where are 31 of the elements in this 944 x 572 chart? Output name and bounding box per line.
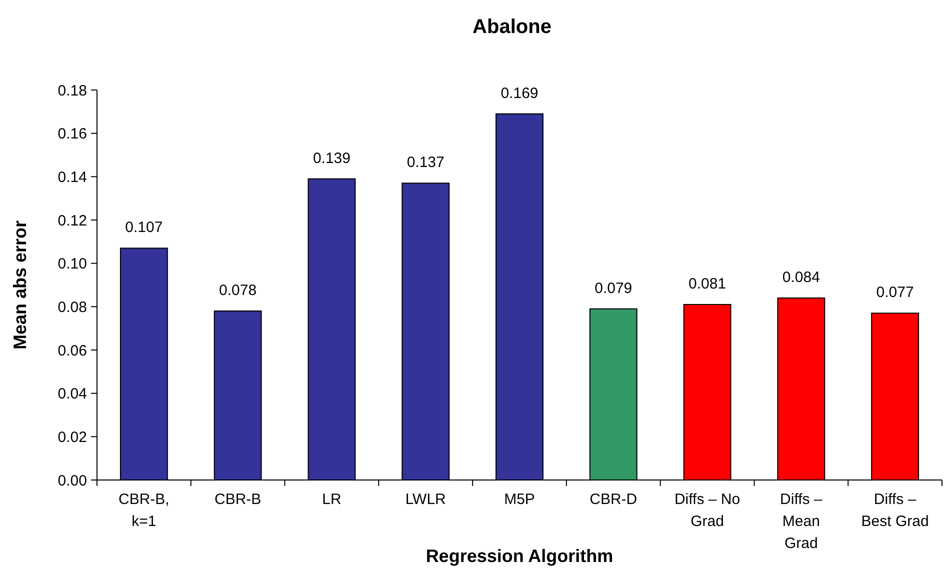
x-axis-title: Regression Algorithm [426,546,614,566]
x-tick-label: M5P [504,491,535,508]
y-tick-label: 0.10 [58,256,87,273]
x-tick-label: LR [322,491,342,508]
data-label: 0.137 [406,154,444,172]
y-tick-label: 0.04 [58,386,87,403]
x-tick-label: Diffs – No Grad [674,491,740,530]
y-tick-label: 0.12 [58,212,87,230]
data-label: 0.077 [876,284,914,302]
x-tick-label: Diffs – Best Grad [861,491,929,530]
y-tick-label: 0.06 [58,342,87,360]
y-tick-label: 0.14 [58,168,87,186]
data-label: 0.081 [688,276,726,292]
data-label: 0.107 [125,219,163,236]
y-tick-label: 0.16 [58,126,87,143]
y-axis-title: Mean abs error [10,220,30,350]
y-tick-label: 0.18 [58,82,87,100]
x-tick-label: LWLR [405,491,446,508]
chart-title: Abalone [472,16,552,38]
x-tick-label: CBR-B, k=1 [118,491,170,530]
y-tick-label: 0.08 [58,298,87,316]
x-tick-label: CBR-B [214,491,262,508]
y-tick-label: 0.02 [58,428,87,446]
x-tick-label: Diffs – Mean Grad [780,491,823,552]
x-tick-label: CBR-D [590,491,638,508]
data-label: 0.078 [219,282,257,299]
data-label: 0.169 [500,84,538,102]
data-label: 0.084 [782,269,820,286]
y-tick-label: 0.00 [58,472,87,490]
data-label: 0.079 [594,280,632,297]
data-label: 0.139 [312,150,350,167]
